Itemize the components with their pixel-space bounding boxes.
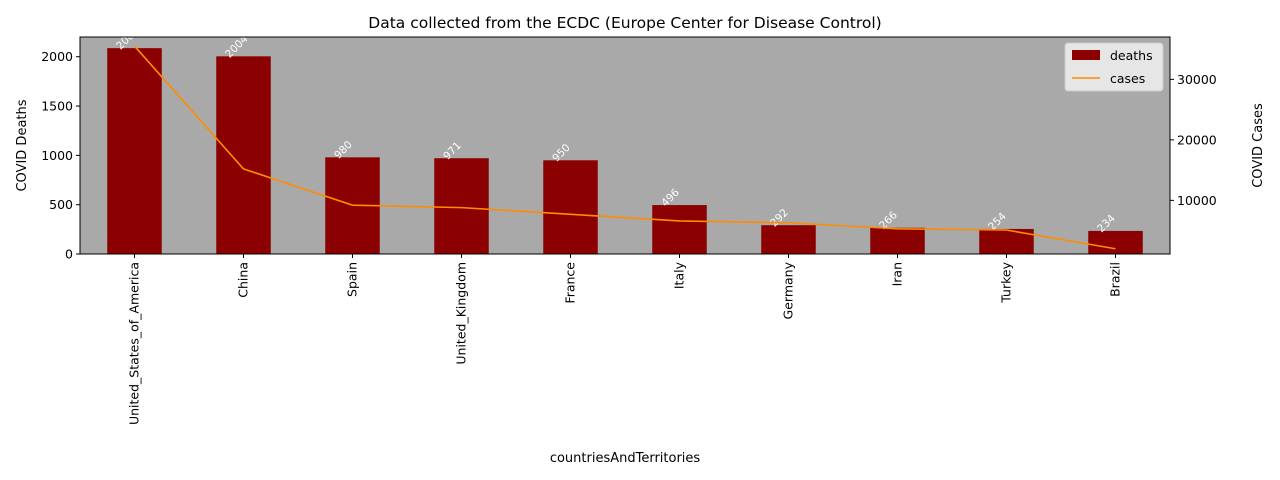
x-tick-label: United_Kingdom <box>454 262 469 365</box>
x-tick-label: China <box>236 262 251 298</box>
legend-label-deaths: deaths <box>1110 48 1153 63</box>
bar-germany <box>761 225 816 254</box>
y-tick-label: 1000 <box>41 148 73 163</box>
bar-china <box>216 56 271 254</box>
x-axis-label: countriesAndTerritories <box>550 451 701 466</box>
bar-italy <box>652 205 707 254</box>
y-tick-label: 500 <box>49 197 73 212</box>
y-axis-right-label: COVID Cases <box>1251 103 1266 188</box>
y-tick-label: 2000 <box>41 49 73 64</box>
cases-line <box>133 45 1116 250</box>
y-tick-label: 0 <box>65 247 73 262</box>
x-tick-label: France <box>563 262 578 304</box>
x-tick-label: Iran <box>890 262 905 286</box>
chart-title: Data collected from the ECDC (Europe Cen… <box>368 14 881 32</box>
bar-united_kingdom <box>434 158 489 254</box>
x-tick-label: Brazil <box>1108 262 1123 297</box>
y-axis-label: COVID Deaths <box>15 99 30 191</box>
x-tick-label: Italy <box>672 261 687 289</box>
y-tick-label: 1500 <box>41 99 73 114</box>
y-right-tick-label: 10000 <box>1177 193 1217 208</box>
x-tick-label: United_States_of_America <box>127 262 142 425</box>
plot-frame <box>79 36 1171 255</box>
legend-label-cases: cases <box>1110 71 1145 86</box>
bar-france <box>543 160 598 254</box>
y-right-tick-label: 20000 <box>1177 132 1217 147</box>
bar-iran <box>870 227 925 254</box>
legend-swatch-deaths <box>1072 50 1100 60</box>
bar-united_states_of_america <box>107 48 162 255</box>
y-right-tick-label: 30000 <box>1177 72 1217 87</box>
legend: deaths cases <box>1064 42 1164 92</box>
x-tick-label: Turkey <box>999 261 1014 303</box>
x-tick-label: Germany <box>781 261 796 319</box>
x-tick-label: Spain <box>345 262 360 297</box>
bar-brazil <box>1088 230 1143 254</box>
